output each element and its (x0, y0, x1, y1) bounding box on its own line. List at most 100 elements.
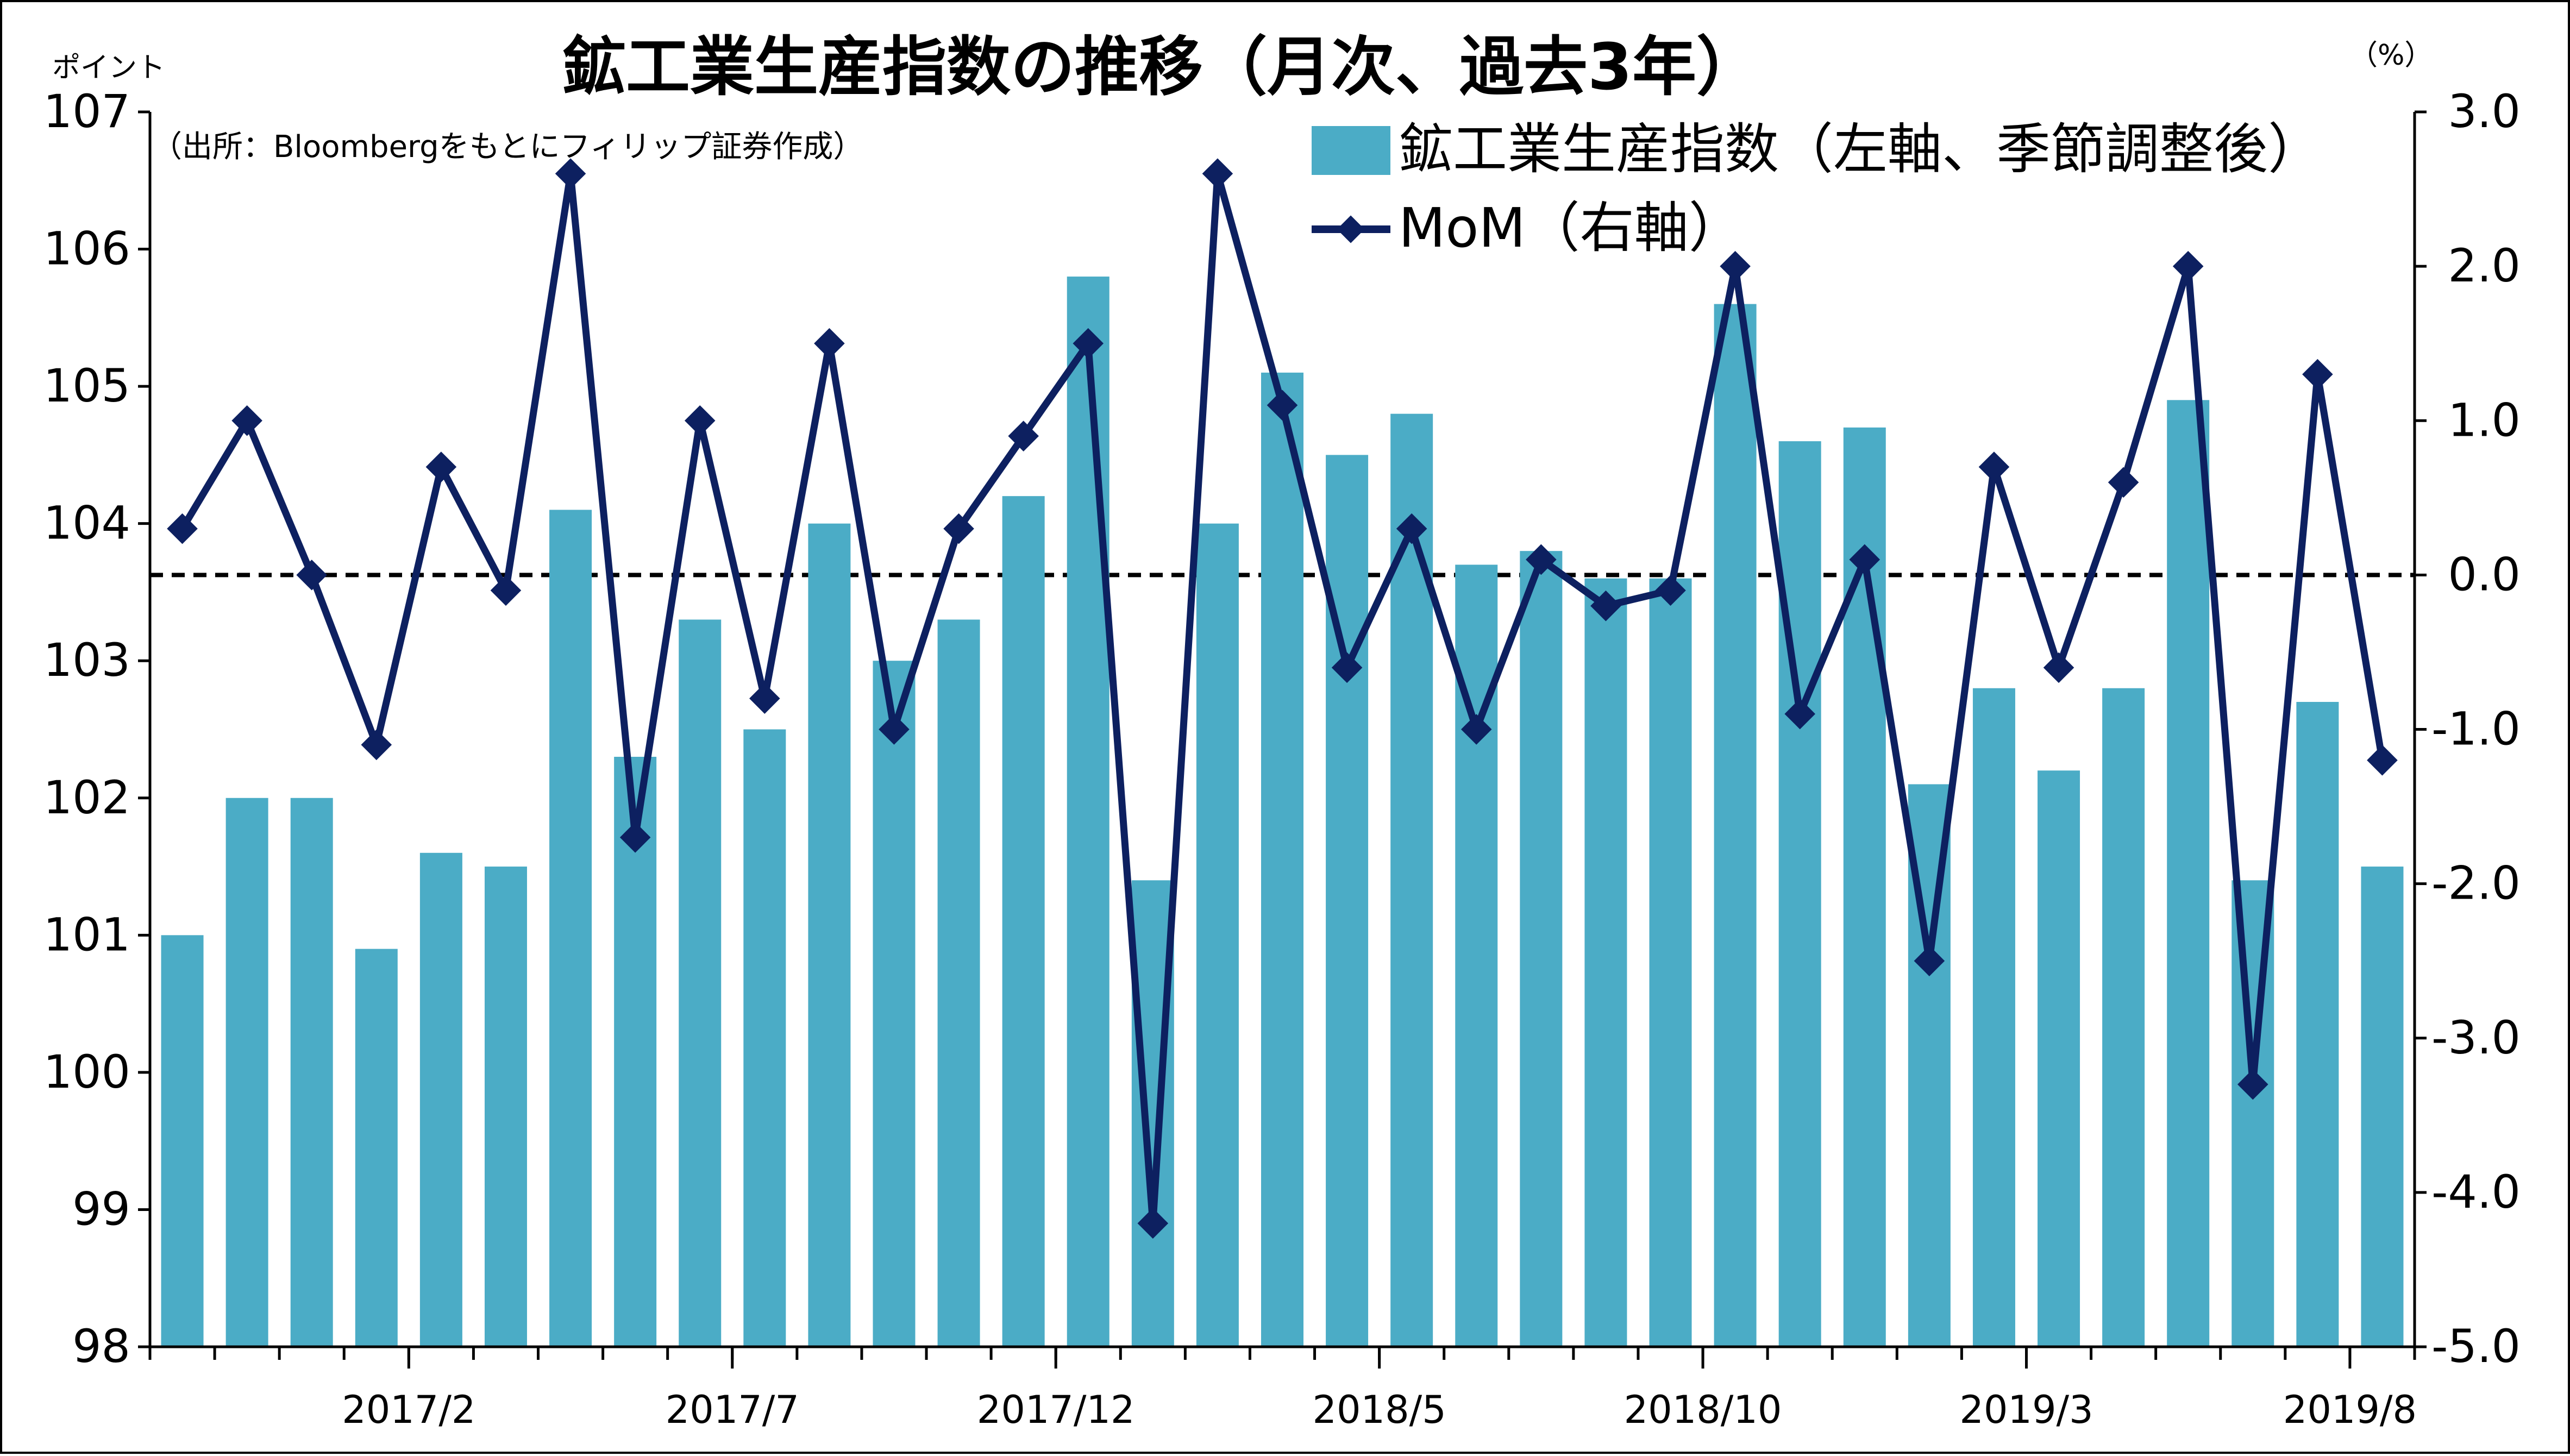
mom-point (1526, 544, 1557, 575)
bar (1714, 304, 1757, 1347)
bar (549, 510, 592, 1347)
bar (2102, 688, 2145, 1347)
mom-point (1073, 328, 1104, 359)
x-tick-label: 2019/3 (1959, 1388, 2093, 1432)
left-tick-label: 99 (72, 1182, 130, 1235)
bar (873, 661, 916, 1347)
bar (419, 852, 462, 1347)
mom-point (943, 513, 974, 544)
right-tick-label: -1.0 (2431, 702, 2521, 756)
mom-point (296, 560, 327, 591)
bar (679, 619, 722, 1347)
mom-point (231, 405, 262, 436)
mom-point (1914, 945, 1945, 976)
mom-point (1460, 714, 1492, 745)
mom-point (2108, 467, 2139, 498)
left-tick-label: 102 (43, 771, 130, 824)
mom-point (1008, 421, 1039, 451)
bar (1649, 578, 1692, 1347)
legend-bar-swatch (1312, 126, 1390, 175)
left-tick-label: 100 (43, 1045, 130, 1099)
mom-point (2043, 652, 2074, 683)
bar (484, 867, 527, 1347)
x-tick-label: 2018/10 (1624, 1388, 1782, 1432)
bar (808, 523, 851, 1347)
mom-point (879, 714, 910, 745)
chart-title: 鉱工業生産指数の推移（月次、過去3年） (562, 29, 1760, 104)
bar (2361, 867, 2404, 1347)
mom-point (2367, 745, 2398, 776)
mom-point (1137, 1208, 1169, 1239)
bar (1778, 441, 1821, 1347)
bar (1002, 496, 1045, 1347)
left-tick-label: 105 (43, 359, 130, 412)
right-tick-label: 0.0 (2448, 548, 2521, 601)
mom-point (1720, 250, 1751, 282)
bar (161, 935, 204, 1347)
x-tick-label: 2017/2 (342, 1388, 475, 1432)
mom-point (425, 451, 457, 482)
bar (2038, 770, 2080, 1347)
right-tick-label: 3.0 (2448, 85, 2521, 138)
legend-line-label: MoM（右軸） (1399, 196, 1743, 260)
mom-point (1784, 698, 1815, 730)
mom-point (1655, 575, 1686, 606)
mom-point (2237, 1069, 2268, 1100)
mom-point (684, 405, 716, 436)
x-tick-label: 2017/7 (666, 1388, 799, 1432)
bar (355, 949, 398, 1347)
bar (1584, 578, 1627, 1347)
bar (1326, 455, 1369, 1347)
left-tick-label: 104 (43, 497, 130, 550)
x-tick-label: 2017/12 (977, 1388, 1135, 1432)
mom-point (1978, 451, 2010, 482)
bar (2296, 701, 2339, 1347)
mom-point (490, 575, 522, 606)
mom-point (2172, 250, 2204, 282)
right-tick-label: -4.0 (2431, 1165, 2521, 1219)
mom-point (361, 729, 392, 761)
mom-point (1331, 652, 1363, 683)
mom-point (749, 683, 780, 714)
left-tick-label: 103 (43, 633, 130, 687)
right-tick-label: 2.0 (2448, 239, 2521, 292)
bar (614, 757, 657, 1347)
mom-point (1267, 390, 1298, 421)
bar (225, 798, 268, 1347)
bar (1261, 372, 1303, 1347)
bar-series-layer (161, 277, 2404, 1347)
source-note: （出所：Bloombergをもとにフィリップ証券作成） (152, 129, 863, 165)
left-tick-label: 98 (72, 1320, 130, 1373)
bar (1520, 551, 1563, 1347)
legend-line-marker (1337, 215, 1365, 243)
right-tick-label: 1.0 (2448, 393, 2521, 447)
bar (290, 798, 333, 1347)
mom-point (1396, 513, 1427, 544)
mom-point (1590, 590, 1621, 622)
right-tick-label: -2.0 (2431, 857, 2521, 910)
line-series-layer (167, 158, 2398, 1239)
left-tick-label: 106 (43, 222, 130, 275)
legend: 鉱工業生産指数（左軸、季節調整後） MoM（右軸） (1312, 117, 2322, 260)
mom-point (619, 822, 651, 853)
bar (937, 619, 980, 1347)
x-tick-label: 2018/5 (1312, 1388, 1446, 1432)
right-tick-label: -5.0 (2431, 1320, 2521, 1373)
bar (1067, 277, 1110, 1347)
right-axis-unit: （%） (2349, 39, 2433, 72)
bar (1196, 523, 1239, 1347)
mom-point (814, 328, 845, 359)
bar (743, 729, 786, 1347)
mom-point (1849, 544, 1881, 575)
x-tick-label: 2019/8 (2283, 1388, 2417, 1432)
mom-point (167, 513, 198, 544)
mom-point (2302, 359, 2333, 390)
right-tick-label: -3.0 (2431, 1011, 2521, 1064)
axis-layer: 98 99 100 101 102 103 104 105 106 107 -5.0 -4.0 -3.0… (43, 85, 2521, 1432)
bar (2167, 400, 2210, 1347)
bar (1972, 688, 2015, 1347)
left-axis-unit: ポイント (52, 52, 165, 84)
left-tick-label: 107 (43, 85, 130, 138)
